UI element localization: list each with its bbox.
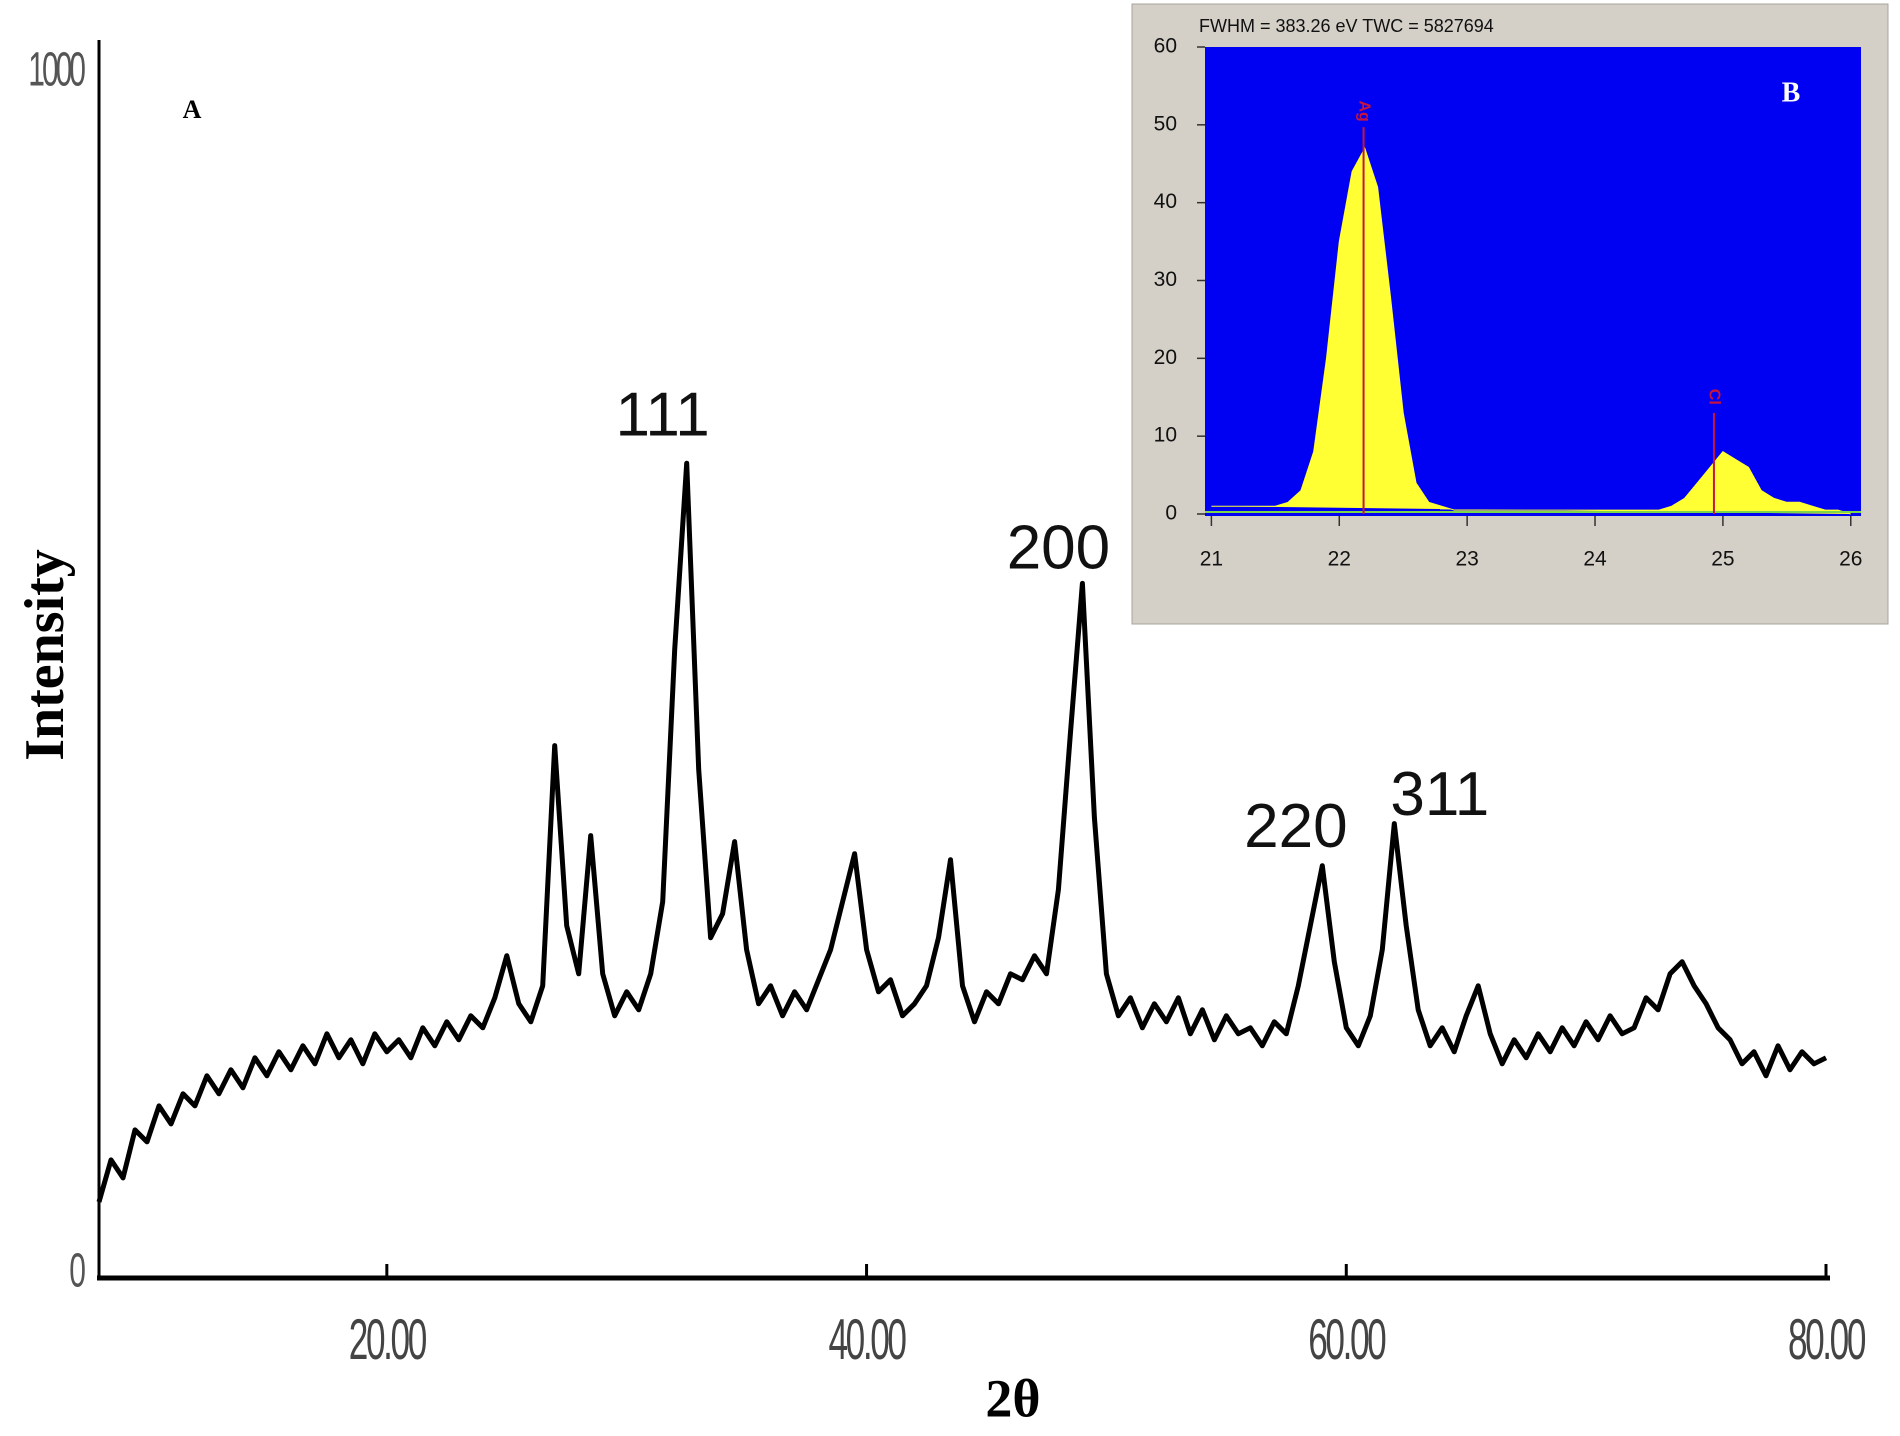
peak-label: 200	[1007, 514, 1110, 583]
y-tick-label: 20	[1154, 346, 1177, 369]
y-tick-label: 10	[1154, 424, 1177, 447]
x-axis-title: 2θ	[985, 1368, 1040, 1428]
x-tick-label: 24	[1583, 548, 1607, 571]
y-tick-label: 0	[1165, 502, 1177, 525]
plot-background	[1205, 47, 1861, 516]
panel-label: B	[1782, 77, 1801, 108]
x-tick-label: 25	[1711, 548, 1734, 571]
xrd-line	[96, 460, 1828, 1203]
x-tick-label: 26	[1839, 548, 1862, 571]
element-label: Ag	[1355, 101, 1372, 122]
y-tick-label: 30	[1154, 268, 1177, 291]
y-tick-label: 50	[1154, 112, 1177, 135]
x-tick-label: 60.00	[1308, 1309, 1385, 1373]
x-tick-label: 21	[1200, 548, 1223, 571]
y-tick-label: 40	[1154, 190, 1177, 213]
panel-label: A	[183, 95, 202, 124]
peak-label: 311	[1390, 760, 1489, 829]
y-tick-label: 60	[1154, 35, 1177, 58]
peak-label: 220	[1244, 792, 1347, 861]
x-tick-label: 80.00	[1788, 1309, 1865, 1373]
x-tick-label: 40.00	[829, 1309, 906, 1373]
y-tick-label: 0	[69, 1245, 85, 1298]
inset-title: FWHM = 383.26 eV TWC = 5827694	[1199, 16, 1494, 36]
spectrum-area	[1211, 146, 1851, 515]
x-tick-label: 23	[1455, 548, 1478, 571]
y-tick-label: 1000	[28, 44, 85, 97]
x-tick-label: 22	[1328, 548, 1351, 571]
peak-label: 111	[616, 380, 710, 449]
y-axis-title: Intensity	[14, 549, 76, 761]
x-tick-label: 20.00	[349, 1309, 426, 1373]
element-label: Cl	[1706, 389, 1723, 405]
